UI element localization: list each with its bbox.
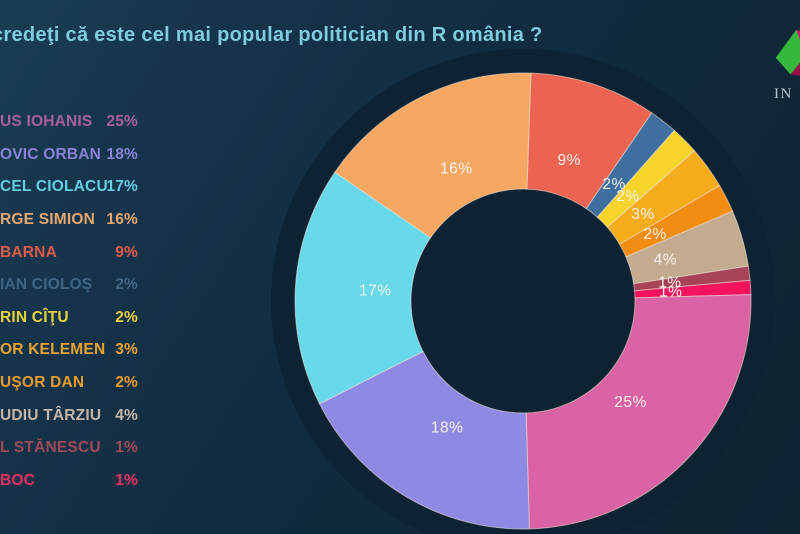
legend-label: UŞOR DAN (0, 374, 85, 392)
gem-logo-icon (775, 29, 800, 76)
chart-title: credeţi că este cel mai popular politici… (0, 24, 543, 46)
legend-value: 1% (115, 471, 138, 489)
slice-label: 2% (602, 176, 625, 193)
slice-label: 1% (659, 284, 682, 301)
legend-label: RGE SIMION (0, 211, 96, 229)
legend-item: IAN CIOLOŞ 2% (0, 269, 172, 302)
legend-value: 3% (115, 341, 138, 359)
legend-label: UDIU TÂRZIU (0, 406, 102, 424)
legend-label: BARNA (0, 243, 57, 261)
slice-label: 16% (440, 160, 473, 177)
slice-label: 1% (658, 275, 681, 292)
slice-label: 2% (616, 188, 639, 205)
pie-slice (525, 294, 752, 530)
legend-label: L STĂNESCU (0, 439, 101, 457)
slice-label: 17% (359, 283, 392, 300)
legend-item: RGE SIMION 16% (0, 204, 172, 237)
legend-value: 1% (115, 439, 138, 457)
slice-labels-group: 9%2%2%3%2%4%1%1%25%18%17%16% (359, 152, 682, 437)
pie-slice (294, 171, 432, 405)
legend-value: 2% (115, 276, 138, 294)
legend-item: UDIU TÂRZIU 4% (0, 399, 172, 432)
legend-label: BOC (0, 471, 36, 489)
slice-label: 18% (431, 420, 464, 437)
legend-label: IAN CIOLOŞ (0, 276, 93, 294)
legend-item: OVIC ORBAN 18% (0, 139, 172, 172)
legend-label: RIN CÎŢU (0, 308, 69, 326)
legend-value: 18% (106, 145, 138, 163)
legend: US IOHANIS 25% OVIC ORBAN 18% CEL CIOLACU 1… (0, 106, 172, 497)
slice-label: 9% (557, 152, 580, 169)
legend-item: L STĂNESCU 1% (0, 432, 172, 465)
legend-value: 4% (115, 406, 138, 424)
logo-caption: IN (774, 86, 793, 102)
legend-item: BOC 1% (0, 465, 172, 498)
legend-value: 9% (115, 243, 138, 261)
slice-label: 2% (643, 226, 666, 243)
legend-item: CEL CIOLACU 17% (0, 171, 172, 204)
donut-chart: 9%2%2%3%2%4%1%1%25%18%17%16% (271, 49, 775, 534)
legend-label: OVIC ORBAN (0, 145, 102, 163)
logo-dark-face (790, 62, 800, 76)
legend-value: 17% (106, 178, 138, 196)
legend-item: UŞOR DAN 2% (0, 367, 172, 400)
slice-label: 3% (631, 206, 654, 223)
pie-slice (318, 350, 530, 530)
slice-label: 25% (614, 394, 647, 411)
broadcaster-logo: IN (772, 24, 800, 106)
logo-green-face (775, 29, 800, 75)
legend-item: BARNA 9% (0, 236, 172, 269)
legend-label: CEL CIOLACU (0, 178, 108, 196)
legend-value: 2% (115, 308, 138, 326)
legend-label: US IOHANIS (0, 113, 93, 131)
legend-item: US IOHANIS 25% (0, 106, 172, 139)
legend-value: 25% (106, 113, 138, 131)
pie-slices-group (294, 72, 752, 530)
legend-value: 16% (106, 211, 138, 229)
legend-item: OR KELEMEN 3% (0, 334, 172, 367)
legend-value: 2% (115, 374, 138, 392)
legend-item: RIN CÎŢU 2% (0, 302, 172, 335)
legend-label: OR KELEMEN (0, 341, 106, 359)
slice-label: 4% (654, 252, 677, 269)
pie-slice (334, 72, 532, 239)
